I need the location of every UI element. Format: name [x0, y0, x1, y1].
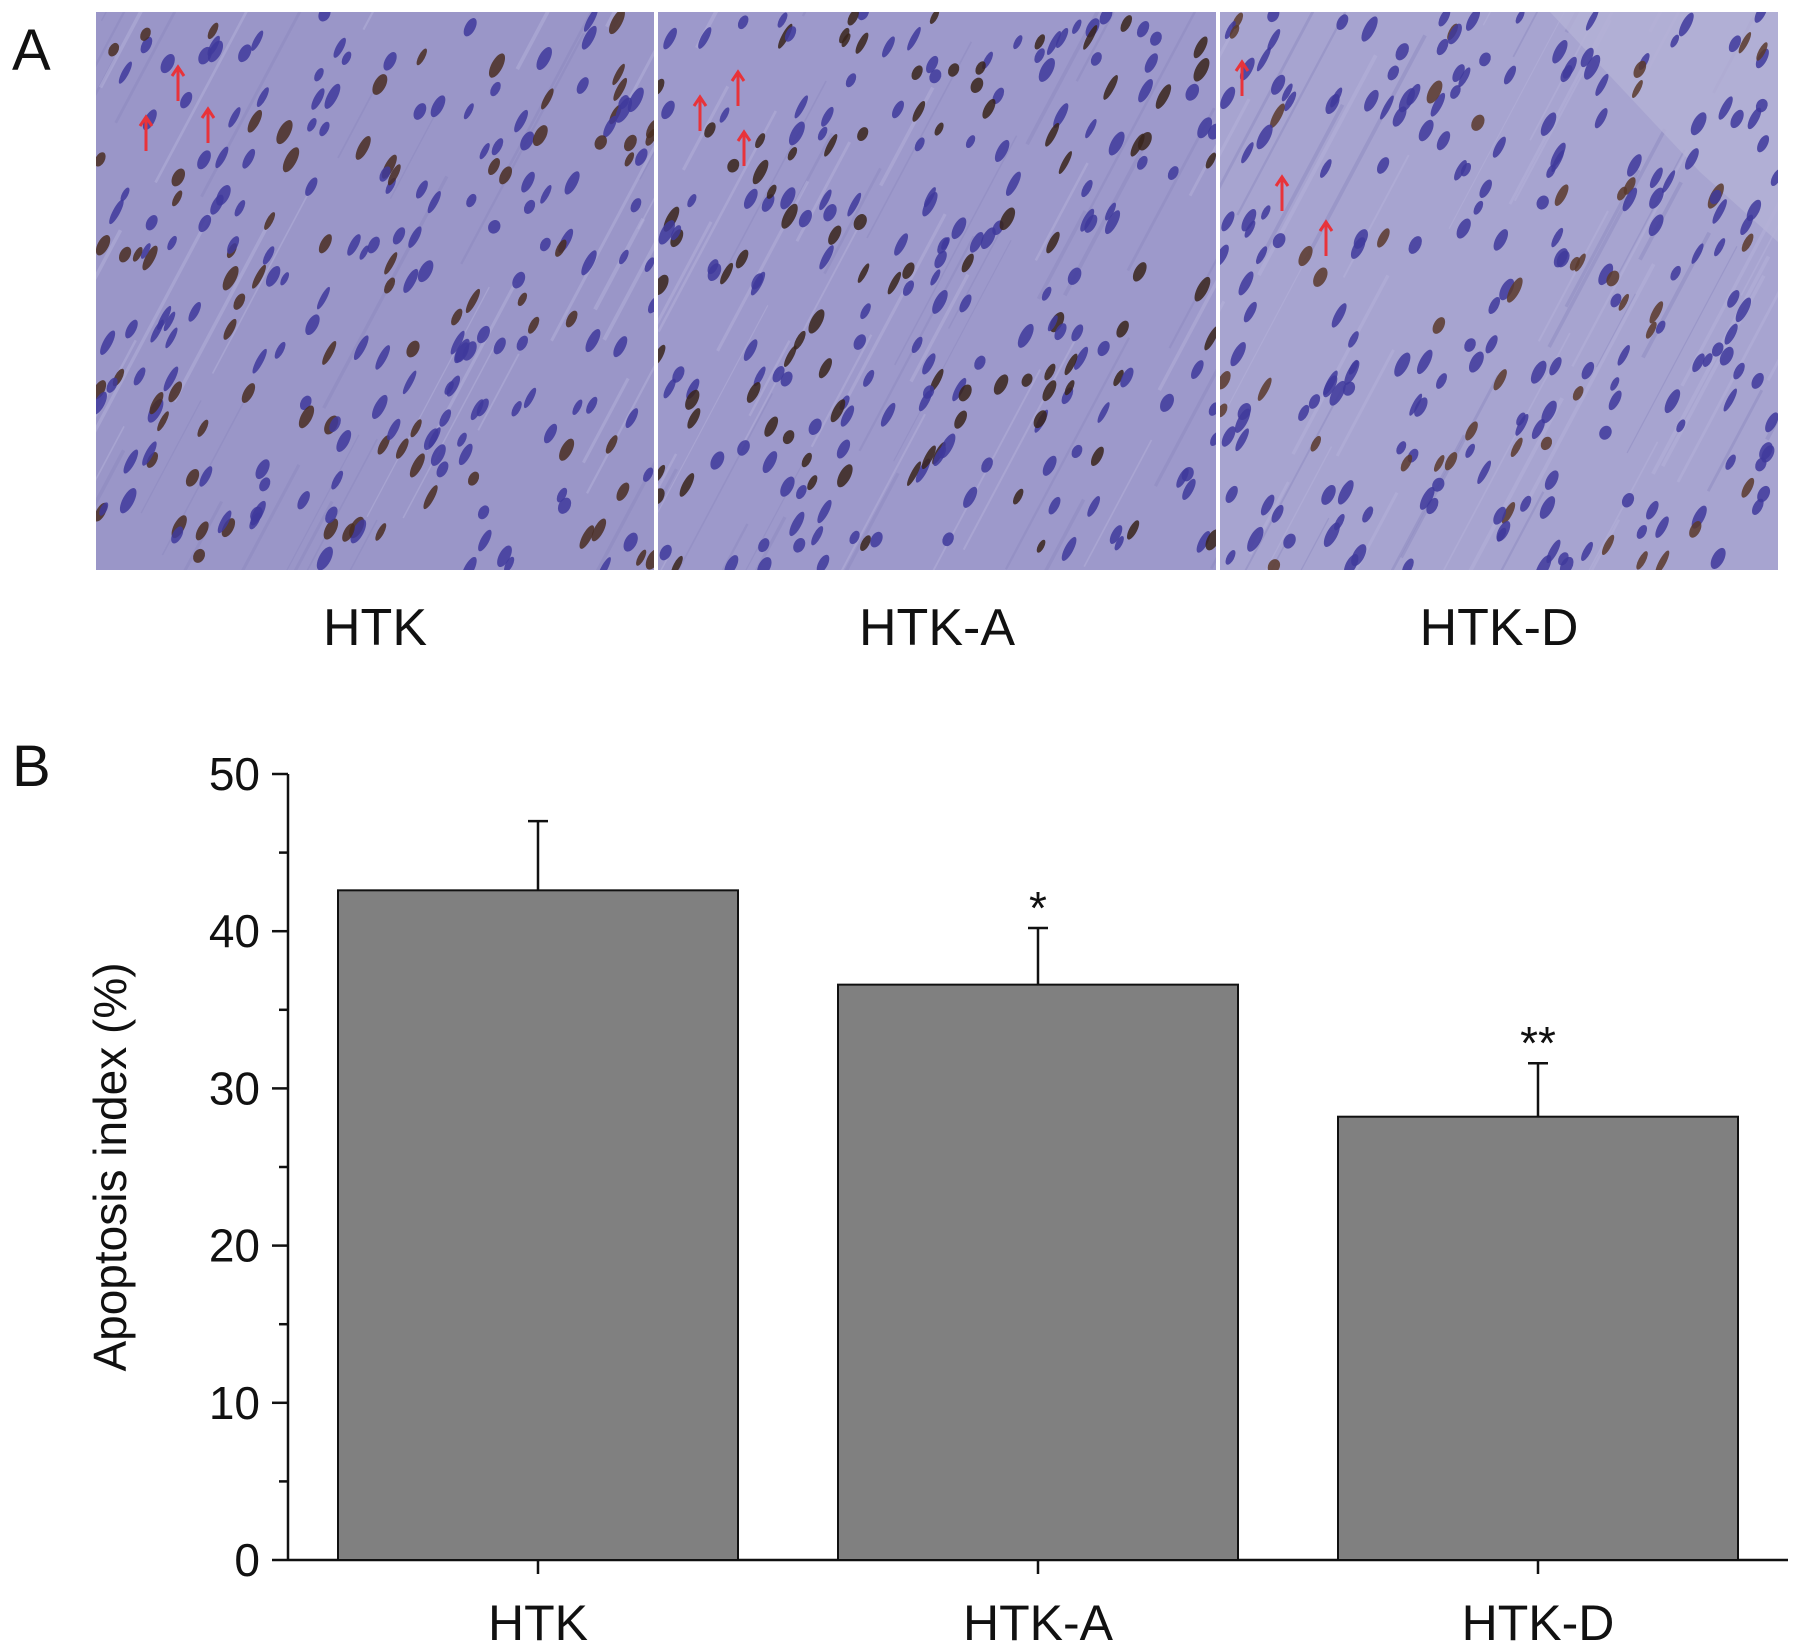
apoptosis-arrow-icon [692, 94, 708, 131]
significance-marker: * [1029, 882, 1047, 934]
micrograph-htk-a [658, 12, 1216, 570]
y-tick-label: 40 [209, 905, 260, 957]
chart-labels: Apoptosis index (%) HTK HTK-A * HTK-D ** [84, 882, 1614, 1650]
apoptosis-arrow-icon [1318, 219, 1334, 256]
apoptosis-arrow-icon [170, 64, 186, 101]
apoptosis-arrow-icon [200, 106, 216, 143]
apoptosis-arrow-icon [730, 69, 746, 106]
y-axis-title: Apoptosis index (%) [84, 962, 136, 1371]
micrograph-image-0 [96, 12, 654, 570]
micrograph-label-htk-d: HTK-D [1419, 599, 1579, 657]
apoptosis-arrow-icon [1234, 59, 1250, 96]
panel-b-letter: B [12, 734, 51, 799]
panel-a-letter: A [12, 18, 51, 83]
apoptosis-arrow-icon [1274, 174, 1290, 211]
y-tick-label: 30 [209, 1062, 260, 1114]
micrograph-image-2 [1220, 12, 1778, 570]
x-tick-label: HTK-A [963, 1595, 1114, 1650]
bar-htk-a [837, 983, 1239, 1561]
x-tick-label: HTK [488, 1595, 588, 1650]
bar-chart: 0 10 20 30 40 50 Apoptosis index (%) HTK HTK-A *… [84, 748, 1788, 1650]
significance-marker: ** [1520, 1017, 1556, 1069]
y-tick-label: 0 [234, 1534, 260, 1586]
micrograph-label-htk-a: HTK-A [859, 599, 1015, 657]
micrograph-label-htk: HTK [323, 599, 427, 657]
micrograph-htk [96, 12, 654, 570]
y-tick-label: 50 [209, 748, 260, 800]
y-tick-label: 20 [209, 1220, 260, 1272]
y-tick-label: 10 [209, 1377, 260, 1429]
micrograph-image-1 [658, 12, 1216, 570]
micrograph-row [96, 12, 1786, 570]
x-tick-label: HTK-D [1462, 1595, 1615, 1650]
apoptosis-arrow-icon [736, 129, 752, 166]
bar-htk-d [1337, 1115, 1739, 1561]
apoptosis-arrow-icon [138, 114, 154, 151]
micrograph-htk-d [1220, 12, 1778, 570]
bar-htk [337, 889, 739, 1561]
chart-bars [337, 819, 1739, 1561]
